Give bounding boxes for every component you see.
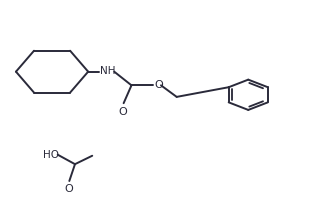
Text: O: O [154,80,163,90]
Text: HO: HO [43,150,59,160]
Text: O: O [64,184,73,194]
Text: NH: NH [100,66,115,76]
Text: O: O [119,107,128,117]
